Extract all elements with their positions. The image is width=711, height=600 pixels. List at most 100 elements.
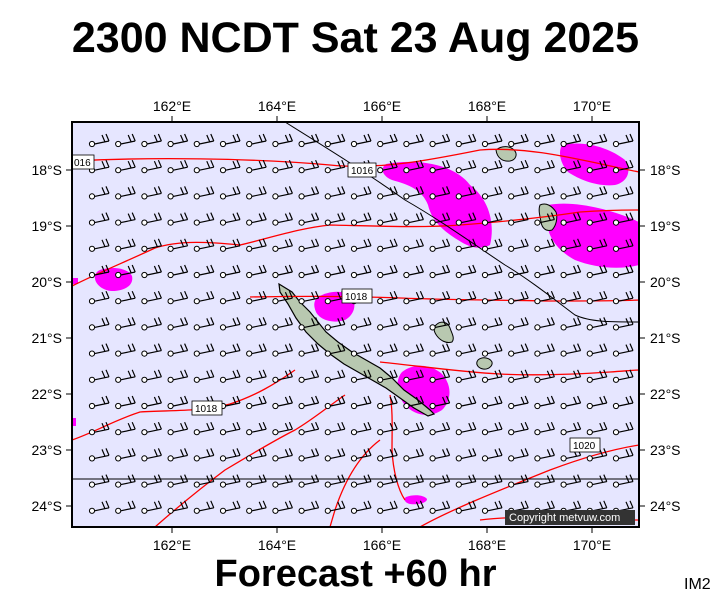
wind-station — [350, 455, 358, 462]
wind-station — [88, 298, 96, 305]
wind-barb — [539, 238, 555, 250]
wind-barb — [225, 421, 241, 433]
wind-barb — [461, 317, 477, 328]
wind-station — [534, 245, 541, 252]
wind-barb — [225, 474, 241, 486]
wind-barb — [251, 448, 267, 459]
wind-station — [193, 219, 200, 226]
wind-station — [167, 245, 174, 252]
lat-tick-label: 23°S — [650, 442, 681, 458]
lon-tick-label: 162°E — [153, 98, 191, 114]
wind-station — [377, 455, 384, 462]
wind-station — [403, 245, 410, 252]
wind-station — [560, 193, 567, 200]
wind-barb — [277, 133, 293, 145]
wind-station — [481, 455, 489, 462]
wind-barb — [120, 421, 136, 433]
wind-barb — [173, 421, 189, 433]
wind-barb — [618, 474, 634, 486]
wind-barb — [199, 264, 215, 276]
wind-barb — [618, 369, 634, 381]
wind-barb — [277, 421, 293, 433]
wind-station — [508, 245, 515, 252]
wind-barb — [173, 133, 189, 145]
wind-station — [508, 402, 515, 410]
wind-barb — [382, 159, 398, 171]
wind-station — [115, 193, 122, 200]
wind-station — [193, 193, 200, 200]
wind-station — [429, 350, 436, 357]
wind-barb — [566, 421, 582, 433]
wind-barb — [330, 238, 346, 250]
wind-station — [272, 298, 279, 305]
wind-barb — [304, 317, 320, 328]
wind-barb — [120, 500, 136, 512]
wind-station — [612, 167, 620, 174]
wind-station — [272, 271, 279, 279]
wind-station — [298, 167, 305, 174]
wind-barb — [94, 421, 110, 433]
rain-area — [94, 268, 133, 291]
lat-tick-label: 22°S — [31, 386, 62, 402]
wind-barb — [173, 290, 189, 302]
wind-station — [455, 507, 462, 514]
wind-barb — [513, 133, 529, 145]
wind-station — [272, 324, 279, 331]
wind-barb — [304, 369, 320, 381]
wind-barb — [199, 369, 215, 381]
wind-barb — [356, 369, 372, 381]
wind-station — [586, 376, 593, 383]
wind-barb — [382, 474, 398, 486]
wind-station — [272, 167, 279, 174]
wind-barb — [461, 238, 477, 250]
wind-barb — [461, 212, 477, 224]
wind-station — [141, 455, 148, 462]
wind-station — [219, 193, 227, 200]
wind-station — [403, 298, 410, 305]
wind-barb — [277, 448, 293, 459]
wind-station — [429, 324, 436, 331]
wind-barb — [487, 264, 503, 276]
isobar-label: 016 — [74, 158, 91, 169]
wind-barb — [435, 212, 451, 224]
wind-barb — [277, 186, 293, 197]
wind-barb — [513, 343, 529, 355]
wind-barb — [461, 264, 477, 276]
wind-barb — [382, 186, 398, 197]
isobar-line — [72, 369, 296, 441]
wind-barb — [539, 343, 555, 355]
wind-station — [193, 167, 200, 174]
wind-station — [246, 298, 253, 305]
rain-area — [72, 278, 78, 284]
wind-barb — [435, 369, 451, 381]
wind-station — [350, 245, 358, 252]
wind-station — [272, 481, 279, 488]
wind-station — [429, 376, 436, 383]
wind-barb — [592, 421, 608, 433]
wind-barb — [173, 343, 189, 355]
wind-station — [88, 429, 96, 436]
wind-barb — [487, 317, 503, 328]
wind-barb — [199, 186, 215, 197]
wind-barb — [382, 369, 398, 381]
wind-station — [88, 455, 96, 462]
wind-station — [350, 324, 358, 331]
wind-station — [115, 402, 122, 410]
wind-barb — [435, 290, 451, 302]
wind-barb — [592, 317, 608, 328]
wind-barb — [539, 290, 555, 302]
wind-barb — [592, 395, 608, 407]
wind-station — [167, 455, 174, 462]
wind-station — [324, 140, 331, 148]
wind-barb — [461, 474, 477, 486]
wind-station — [377, 324, 384, 331]
wind-barb — [146, 212, 162, 224]
wind-station — [88, 140, 96, 148]
wind-barb — [566, 395, 582, 407]
wind-station — [508, 167, 515, 174]
wind-station — [272, 140, 279, 148]
wind-station — [141, 298, 148, 305]
wind-station — [193, 298, 200, 305]
wind-station — [115, 140, 122, 148]
isobar-label: 1018 — [345, 292, 368, 303]
